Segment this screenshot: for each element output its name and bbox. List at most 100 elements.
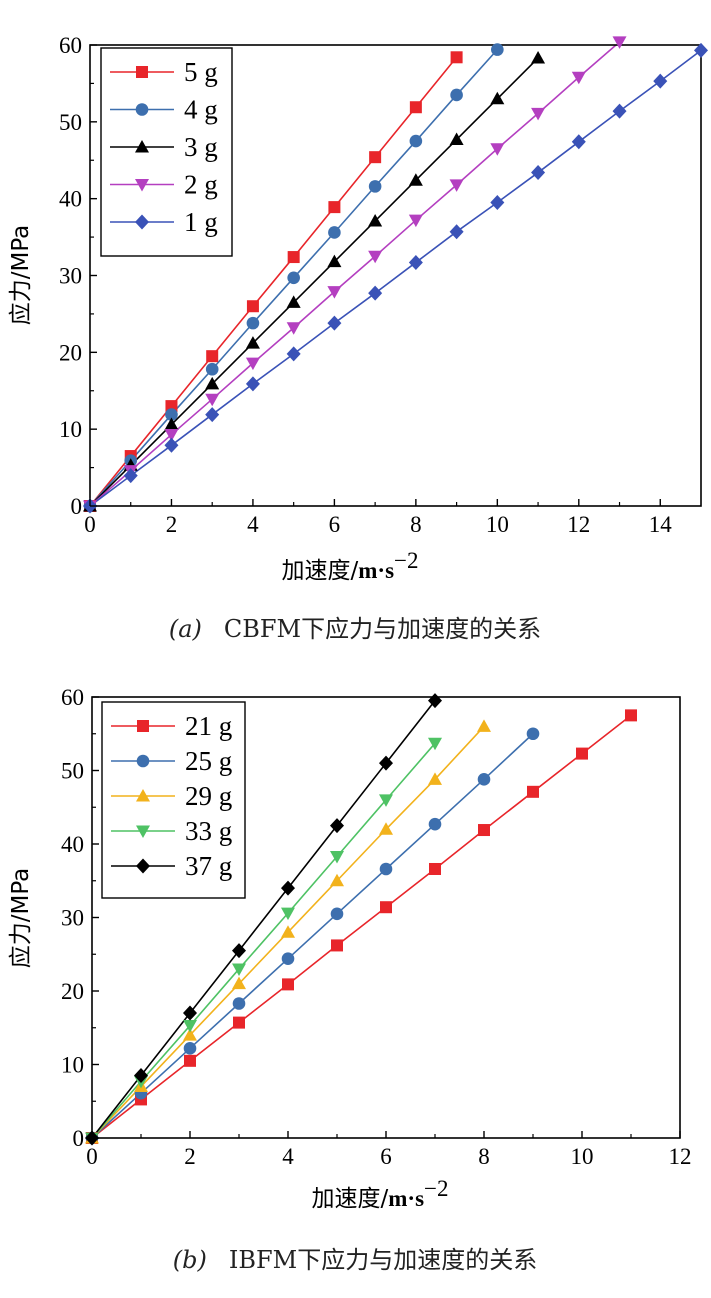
data-point-21g	[233, 1016, 245, 1029]
data-point-5g	[450, 51, 463, 64]
x-axis-label-unit-a: m·s	[358, 558, 394, 583]
data-point-2g	[490, 143, 505, 156]
data-point-3g	[490, 91, 505, 105]
x-axis-label-main-a: 加速度/	[281, 558, 358, 584]
data-point-37g	[281, 880, 295, 896]
data-point-29g	[477, 719, 491, 732]
data-point-2g	[612, 36, 627, 49]
markers-b	[85, 693, 637, 1146]
x-tick-label: 12	[567, 512, 590, 537]
data-point-2g	[205, 393, 220, 407]
data-point-29g	[281, 925, 295, 938]
data-point-25g	[477, 773, 491, 786]
data-point-25g	[281, 952, 295, 965]
x-tick-label: 10	[486, 512, 509, 537]
legend-label: 37 g	[185, 851, 232, 881]
legend-marker	[137, 720, 149, 732]
x-tick-label: 0	[84, 512, 96, 537]
data-point-3g	[449, 132, 464, 146]
data-point-4g	[246, 316, 260, 330]
caption-text-a: CBFM下应力与加速度的关系	[224, 615, 541, 643]
data-point-1g	[531, 165, 546, 181]
x-axis-label-exp-a: −2	[394, 548, 418, 573]
legend-marker	[135, 179, 149, 192]
data-point-29g	[379, 822, 393, 835]
series-line-21g	[92, 714, 632, 1138]
data-point-21g	[184, 1054, 196, 1067]
data-point-1g	[123, 468, 138, 484]
x-tick-label: 0	[86, 1144, 98, 1169]
data-point-4g	[491, 43, 504, 56]
y-tick-label: 20	[61, 979, 84, 1004]
data-point-33g	[183, 1020, 197, 1033]
data-point-4g	[409, 134, 423, 148]
y-tick-label: 10	[61, 1053, 84, 1078]
legend-marker	[136, 66, 148, 78]
data-point-33g	[330, 850, 344, 864]
x-axis-label-unit-b: m·s	[388, 1186, 424, 1211]
data-point-5g	[409, 101, 422, 114]
legend-label: 4 g	[184, 95, 218, 125]
data-point-33g	[379, 794, 393, 807]
x-axis-label-a: 加速度/m·s−2	[281, 548, 418, 584]
data-point-1g	[653, 73, 668, 89]
data-point-4g	[328, 226, 341, 239]
chart-a: 0 2 4 6 8 10 12 14 0 10 20 30 40 50 60 应力/MPa 加速度/m·s−…	[8, 33, 708, 643]
data-point-33g	[281, 907, 295, 921]
legend-label: 1 g	[184, 207, 218, 237]
ticks-b: 0 2 4 6 8 10 12 0 10 20 30 40 50 60	[61, 685, 692, 1169]
legend-marker	[135, 214, 149, 230]
legend-label: 2 g	[184, 170, 218, 200]
legend-label: 5 g	[184, 57, 218, 87]
data-point-1g	[286, 346, 301, 362]
data-point-3g	[531, 51, 546, 64]
data-point-1g	[408, 254, 423, 270]
data-point-25g	[232, 997, 246, 1010]
data-point-4g	[450, 88, 463, 102]
x-tick-label: 4	[282, 1144, 294, 1169]
data-point-1g	[205, 407, 220, 423]
x-tick-label: 2	[166, 512, 178, 537]
data-point-3g	[368, 213, 383, 227]
y-tick-label: 40	[61, 832, 84, 857]
data-point-3g	[327, 254, 342, 268]
x-tick-label: 8	[478, 1144, 490, 1169]
data-point-1g	[368, 285, 383, 301]
series-line-5g	[90, 56, 458, 506]
y-axis-label-b: 应力/MPa	[8, 868, 34, 969]
data-point-2g	[164, 429, 179, 442]
x-axis-label-main-b: 加速度/	[311, 1186, 388, 1212]
series-line-33g	[92, 742, 436, 1138]
y-tick-label: 10	[59, 417, 82, 442]
y-tick-label: 60	[59, 33, 82, 58]
y-axis-label-a: 应力/MPa	[8, 225, 34, 326]
x-tick-label: 6	[329, 512, 341, 537]
data-point-37g	[134, 1068, 148, 1084]
data-point-2g	[286, 322, 301, 335]
data-point-5g	[369, 151, 382, 164]
data-point-3g	[286, 295, 301, 308]
caption-label-a: (a)	[169, 615, 202, 643]
data-point-2g	[245, 357, 260, 371]
data-point-21g	[429, 862, 441, 875]
legend-label: 3 g	[184, 132, 218, 162]
legend-marker	[135, 140, 149, 153]
caption-a: (a) CBFM下应力与加速度的关系	[169, 615, 541, 643]
data-point-1g	[490, 195, 505, 211]
x-tick-label: 2	[184, 1144, 196, 1169]
data-point-1g	[327, 315, 342, 331]
x-axis-label-b: 加速度/m·s−2	[311, 1176, 448, 1212]
data-point-3g	[205, 376, 220, 390]
legend-label: 33 g	[185, 816, 232, 846]
y-tick-label: 30	[59, 264, 82, 289]
data-point-25g	[526, 727, 540, 741]
y-tick-label: 40	[59, 187, 82, 212]
data-point-37g	[183, 1005, 197, 1021]
data-point-33g	[232, 963, 246, 976]
data-point-1g	[164, 437, 179, 453]
data-point-25g	[379, 862, 393, 876]
data-point-1g	[571, 134, 586, 150]
data-point-1g	[612, 103, 627, 119]
data-point-29g	[232, 976, 246, 990]
